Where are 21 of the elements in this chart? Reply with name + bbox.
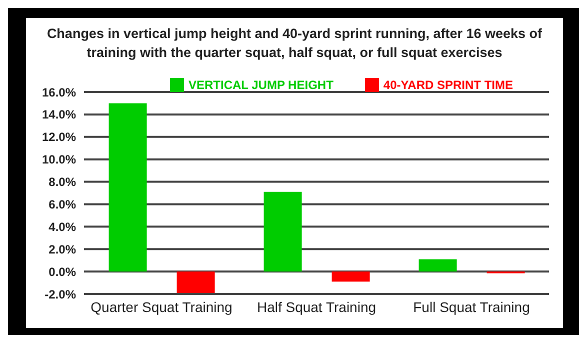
y-tick-label: 14.0% xyxy=(42,108,76,122)
bar xyxy=(108,103,147,272)
y-tick-label: 4.0% xyxy=(48,220,76,234)
x-tick-label: Full Squat Training xyxy=(413,298,530,315)
x-tick-label: Half Squat Training xyxy=(256,298,376,315)
chart-title: Changes in vertical jump height and 40-yard sprint running, after 16 weeks of training with the quarter squat, half squat, or full squat exercises xyxy=(46,25,544,62)
legend-label: VERTICAL JUMP HEIGHT xyxy=(188,78,334,92)
bar xyxy=(264,192,302,272)
y-tick-label: 6.0% xyxy=(48,197,76,212)
legend-label: 40-YARD SPRINT TIME xyxy=(383,78,513,92)
y-tick-label: -2.0% xyxy=(44,287,76,302)
y-tick-label: 0.0% xyxy=(48,264,76,279)
y-tick-label: 2.0% xyxy=(48,242,76,256)
y-tick-label: 10.0% xyxy=(42,152,76,167)
y-tick-label: 12.0% xyxy=(42,130,76,144)
bar xyxy=(176,272,215,294)
bar xyxy=(332,272,370,282)
y-tick-label: 16.0% xyxy=(42,85,76,100)
x-tick-label: Quarter Squat Training xyxy=(90,298,232,315)
bar xyxy=(418,259,457,272)
y-tick-label: 8.0% xyxy=(48,175,76,190)
